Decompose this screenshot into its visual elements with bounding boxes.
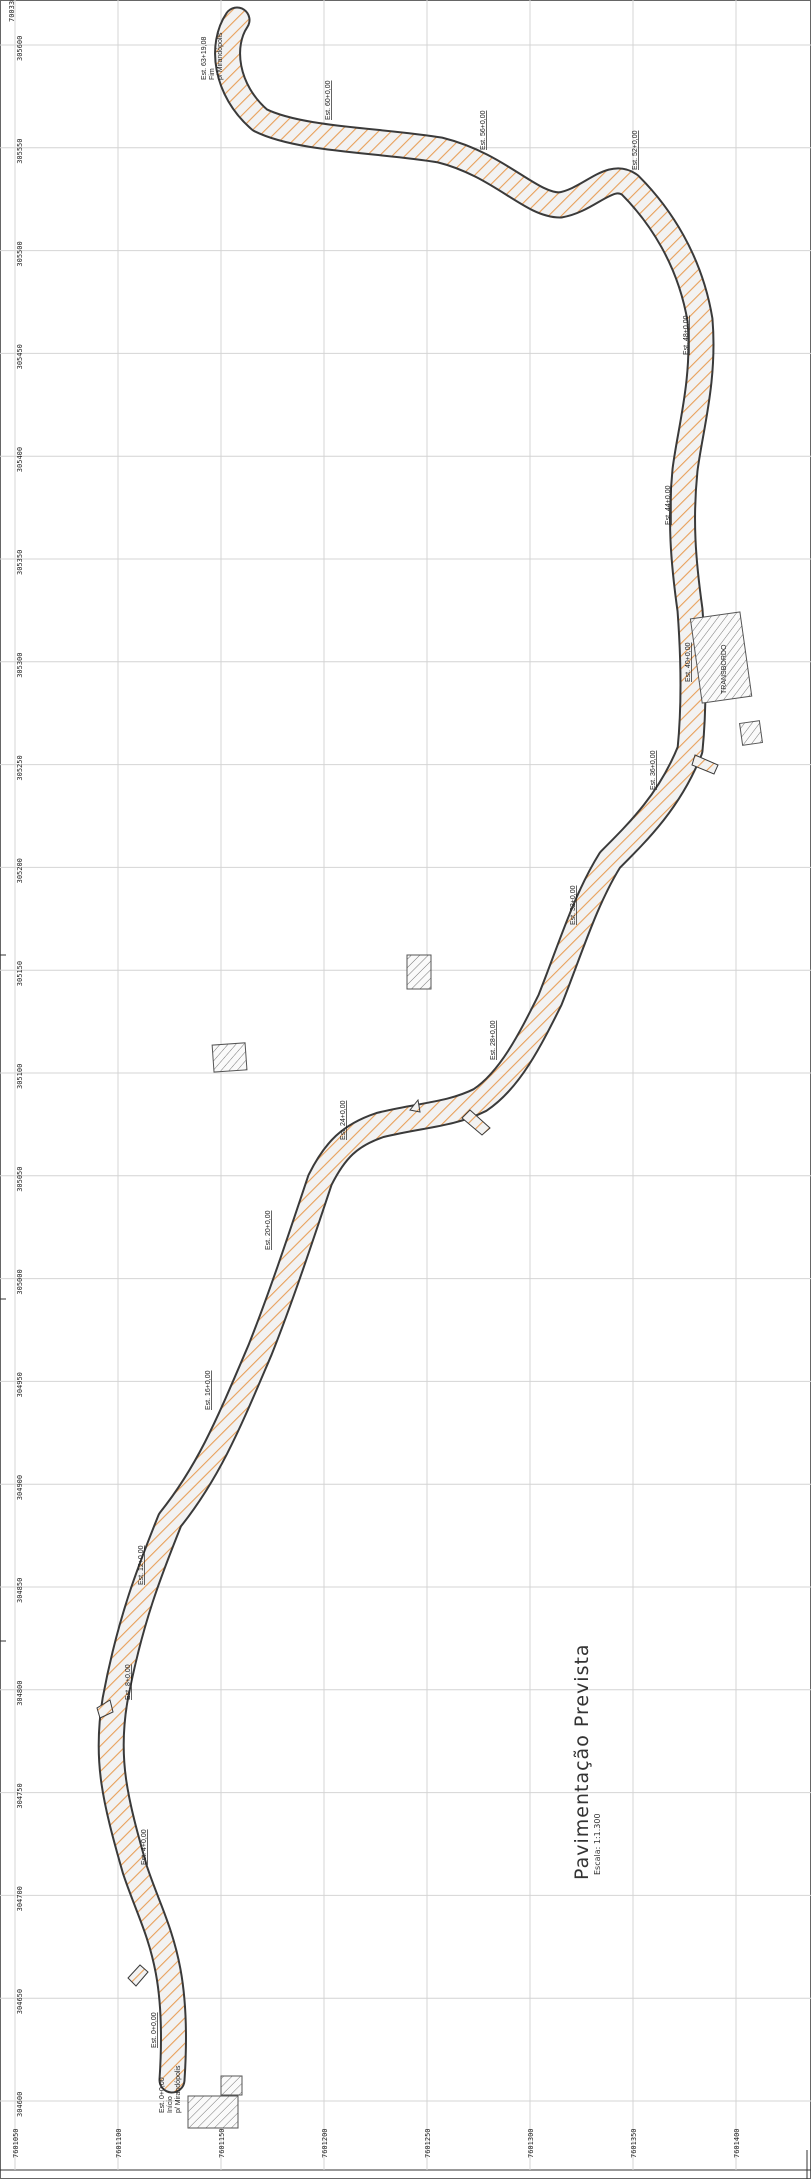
top-corner-label: 7003300 bbox=[8, 0, 16, 22]
grid-row-label: 304800 bbox=[16, 1681, 24, 1706]
grid-col-label: 7601050 bbox=[12, 2128, 20, 2158]
station-label: Est. 40+0,00 bbox=[685, 642, 692, 682]
structure-transbordo bbox=[689, 611, 753, 704]
station-label: Est. 52+0,00 bbox=[632, 130, 639, 170]
station-label: Est. 60+0,00 bbox=[325, 80, 332, 120]
junction-connection-3 bbox=[96, 1699, 114, 1719]
start-note-line-3: p/ Mirandópolis bbox=[175, 2065, 182, 2113]
station-label: Est. 28+0,00 bbox=[490, 1020, 497, 1060]
end-note-line-1: Est. 63+19,08 bbox=[201, 36, 208, 80]
grid-row-label: 305400 bbox=[16, 447, 24, 472]
structure-bottom-small bbox=[220, 2075, 243, 2096]
junction-connection-2 bbox=[691, 754, 719, 775]
road-pavement-hatch bbox=[99, 8, 713, 2092]
structure-bottom-large bbox=[187, 2095, 239, 2129]
grid-col-labels: 7601050 7601100 7601150 7601200 7601250 76013… bbox=[12, 2128, 741, 2158]
grid-row-label: 305500 bbox=[16, 241, 24, 266]
grid-row-label: 304950 bbox=[16, 1372, 24, 1397]
road-alignment bbox=[96, 6, 719, 2094]
grid-row-label: 305000 bbox=[16, 1269, 24, 1294]
grid-row-labels: 305600 305550 305500 305450 305400 305350 3053… bbox=[16, 36, 24, 2117]
end-note: Est. 63+19,08 Fim p/ Mirandópolis bbox=[201, 32, 224, 80]
grid-row-label: 304750 bbox=[16, 1783, 24, 1808]
grid-col-label: 7601250 bbox=[424, 2128, 432, 2158]
station-label: Est. 20+0,00 bbox=[265, 1210, 272, 1250]
grid-row-label: 304600 bbox=[16, 2092, 24, 2117]
grid-row-label: 304700 bbox=[16, 1886, 24, 1911]
grid-row-label: 305300 bbox=[16, 653, 24, 678]
junction-connection-1 bbox=[409, 1098, 491, 1136]
grid-row-label: 305350 bbox=[16, 550, 24, 575]
junction-connection-4 bbox=[127, 1964, 149, 1987]
grid-row-label: 304850 bbox=[16, 1578, 24, 1603]
grid-row-label: 305250 bbox=[16, 755, 24, 780]
end-note-line-3: p/ Mirandópolis bbox=[217, 32, 224, 80]
structure-small-right bbox=[739, 720, 763, 746]
grid-row-label: 304650 bbox=[16, 1989, 24, 2014]
grid-row-label: 304900 bbox=[16, 1475, 24, 1500]
structure-transbordo-label: TRANSBORDO bbox=[721, 644, 728, 694]
grid-col-label: 7601150 bbox=[218, 2128, 226, 2158]
grid-col-label: 7601400 bbox=[733, 2128, 741, 2158]
grid-row-label: 305150 bbox=[16, 961, 24, 986]
grid-row-label: 305550 bbox=[16, 139, 24, 164]
station-label: Est. 12+0,00 bbox=[138, 1545, 145, 1585]
station-label: Est. 44+0,00 bbox=[665, 485, 672, 525]
structure-left-mid bbox=[211, 1042, 248, 1073]
start-note-line-2: Início bbox=[167, 2096, 174, 2113]
station-label: Est. 48+0,00 bbox=[683, 315, 690, 355]
station-label: Est. 16+0,00 bbox=[205, 1370, 212, 1410]
start-note: Est. 0+0,00 Início p/ Mirandópolis bbox=[159, 2065, 182, 2113]
station-label: Est. 24+0,00 bbox=[340, 1100, 347, 1140]
station-label: Est. 56+0,00 bbox=[480, 110, 487, 150]
grid-row-label: 305600 bbox=[16, 36, 24, 61]
grid-col-label: 7601350 bbox=[630, 2128, 638, 2158]
sheet-scale: Escala: 1:1.300 bbox=[593, 1813, 602, 1875]
station-label: Est. 0+0,00 bbox=[151, 2012, 158, 2048]
grid-row-label: 305200 bbox=[16, 858, 24, 883]
station-label: Est. 36+0,00 bbox=[650, 750, 657, 790]
grid-col-label: 7601100 bbox=[115, 2128, 123, 2158]
station-label: Est. 4+0,00 bbox=[141, 1829, 148, 1865]
grid-row-label: 305450 bbox=[16, 344, 24, 369]
structures: TRANSBORDO bbox=[187, 611, 763, 2129]
grid-col-label: 7601300 bbox=[527, 2128, 535, 2158]
grid-row-label: 305100 bbox=[16, 1064, 24, 1089]
sheet-title: Pavimentação Prevista bbox=[571, 1643, 593, 1880]
left-margin-ticks bbox=[0, 954, 6, 1642]
station-label: Est. 32+0,00 bbox=[570, 885, 577, 925]
end-note-line-2: Fim bbox=[209, 68, 216, 80]
station-markers: Est. 0+0,00 Est. 4+0,00 Est. 8+0,00 Est. 12… bbox=[125, 80, 692, 2048]
road-edge-outline bbox=[97, 6, 715, 2094]
grid-col-label: 7601200 bbox=[321, 2128, 329, 2158]
structure-mid bbox=[406, 954, 432, 990]
grid-row-label: 305050 bbox=[16, 1167, 24, 1192]
station-label: Est. 8+0,00 bbox=[125, 1664, 132, 1700]
start-note-line-1: Est. 0+0,00 bbox=[159, 2077, 166, 2113]
